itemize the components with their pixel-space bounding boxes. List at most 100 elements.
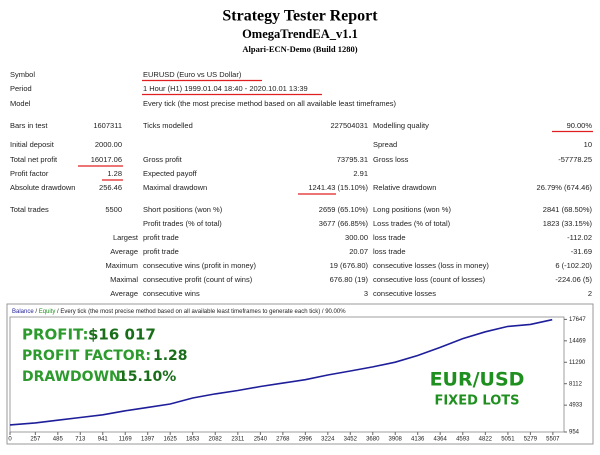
table-cell: loss trade: [373, 247, 406, 256]
table-cell: Total trades: [10, 205, 49, 214]
x-tick-label: 0: [8, 437, 12, 443]
x-tick-label: 2996: [299, 437, 313, 443]
x-tick-label: 2540: [254, 437, 268, 443]
table-cell: Average: [110, 247, 138, 256]
table-cell: 73795.31: [337, 155, 368, 164]
table-cell: -224.06 (5): [555, 275, 592, 284]
y-tick-label: 8112: [569, 381, 583, 387]
x-tick-label: 941: [98, 437, 109, 443]
table-cell: Relative drawdown: [373, 183, 436, 192]
x-tick-label: 2082: [209, 437, 223, 443]
table-cell: 1823 (33.15%): [543, 219, 593, 228]
x-tick-label: 4364: [434, 437, 448, 443]
table-cell: Modelling quality: [373, 121, 429, 130]
x-tick-label: 1397: [141, 437, 155, 443]
x-tick-label: 5507: [546, 437, 560, 443]
table-cell: 19 (676.80): [330, 261, 369, 270]
x-tick-label: 257: [30, 437, 41, 443]
table-cell: 300.00: [345, 233, 368, 242]
table-cell: 26.79% (674.46): [537, 183, 593, 192]
table-cell: Largest: [113, 233, 139, 242]
table-cell: 256.46: [99, 183, 122, 192]
table-cell: consecutive profit (count of wins): [143, 275, 253, 284]
lots: FIXED LOTS: [434, 394, 519, 409]
table-cell: 16017.06: [91, 155, 122, 164]
table-cell: Maximal: [110, 275, 138, 284]
table-cell: profit trade: [143, 233, 179, 242]
y-tick-label: 17647: [569, 317, 586, 323]
table-cell: consecutive wins: [143, 289, 200, 298]
x-tick-label: 5279: [524, 437, 538, 443]
x-tick-label: 1169: [119, 437, 133, 443]
table-cell: 227504031: [330, 121, 368, 130]
table-cell: -31.69: [571, 247, 592, 256]
table-cell: Expected payoff: [143, 169, 198, 178]
table-cell: Loss trades (% of total): [373, 219, 451, 228]
profit-value: $16 017: [88, 326, 156, 344]
pf-label: PROFIT FACTOR:: [22, 348, 151, 364]
table-cell: Every tick (the most precise method base…: [143, 99, 397, 108]
x-tick-label: 4593: [456, 437, 470, 443]
table-cell: 1.28: [107, 169, 122, 178]
table-cell: consecutive losses: [373, 289, 436, 298]
table-cell: 3677 (66.85%): [319, 219, 369, 228]
x-tick-label: 713: [75, 437, 86, 443]
x-tick-label: 3680: [366, 437, 380, 443]
y-tick-label: 14469: [569, 338, 586, 344]
table-cell: EURUSD (Euro vs US Dollar): [143, 70, 242, 79]
equity-chart: Balance / Equity / Every tick (the most …: [8, 309, 586, 443]
legend-item: Every tick (the most precise method base…: [60, 309, 320, 315]
table-cell: Maximum: [105, 261, 138, 270]
y-tick-label: 11290: [569, 360, 586, 366]
overlay: PROFIT: $16 017 PROFIT FACTOR: 1.28 DRAW…: [22, 326, 524, 409]
table-cell: 2841 (68.50%): [543, 205, 593, 214]
chart-legend: Balance / Equity / Every tick (the most …: [12, 309, 346, 315]
y-tick-label: 954: [569, 430, 580, 436]
table-cell: 1241.43 (15.10%): [308, 183, 368, 192]
table-cell: 1 Hour (H1) 1999.01.04 18:40 - 2020.10.0…: [143, 84, 308, 93]
legend-item: 90.00%: [325, 309, 346, 315]
separator: /: [320, 309, 325, 315]
table-cell: Profit factor: [10, 169, 49, 178]
legend-item: Equity: [39, 309, 56, 315]
table-cell: Absolute drawdown: [10, 183, 75, 192]
highlights: [78, 79, 593, 195]
table-cell: Bars in test: [10, 121, 48, 130]
table-cell: 6 (-102.20): [555, 261, 592, 270]
table-cell: -57778.25: [558, 155, 592, 164]
table-cell: Gross loss: [373, 155, 409, 164]
table-cell: Symbol: [10, 70, 35, 79]
pair: EUR/USD: [430, 369, 525, 391]
dd-label: DRAWDOWN:: [22, 369, 126, 385]
table-cell: Initial deposit: [10, 140, 55, 149]
table-cell: 1607311: [93, 121, 122, 130]
table-cell: Spread: [373, 140, 397, 149]
dd-value: 15.10%: [118, 369, 176, 385]
table-cell: Total net profit: [10, 155, 58, 164]
table-cell: -112.02: [567, 233, 592, 242]
table-cell: 3: [364, 289, 368, 298]
table-cell: 10: [584, 140, 592, 149]
profit-label: PROFIT:: [22, 326, 89, 344]
table-cell: Gross profit: [143, 155, 183, 164]
table-cell: 2.91: [353, 169, 368, 178]
x-tick-label: 2768: [276, 437, 290, 443]
equity-line: [9, 318, 553, 426]
x-tick-label: 3224: [321, 437, 335, 443]
report-title: Strategy Tester Report: [222, 8, 378, 25]
pf-value: 1.28: [153, 348, 188, 364]
table-cell: Ticks modelled: [143, 121, 193, 130]
table-cell: Long positions (won %): [373, 205, 451, 214]
table-cell: consecutive wins (profit in money): [143, 261, 256, 270]
table-cell: 90.00%: [567, 121, 593, 130]
table-cell: 5500: [105, 205, 122, 214]
table-cell: Period: [10, 84, 32, 93]
table-cell: loss trade: [373, 233, 406, 242]
x-tick-label: 3452: [344, 437, 358, 443]
server-name: Alpari-ECN-Demo (Build 1280): [242, 44, 357, 54]
table-cell: Model: [10, 99, 31, 108]
separator: /: [55, 309, 60, 315]
x-tick-label: 3908: [389, 437, 403, 443]
